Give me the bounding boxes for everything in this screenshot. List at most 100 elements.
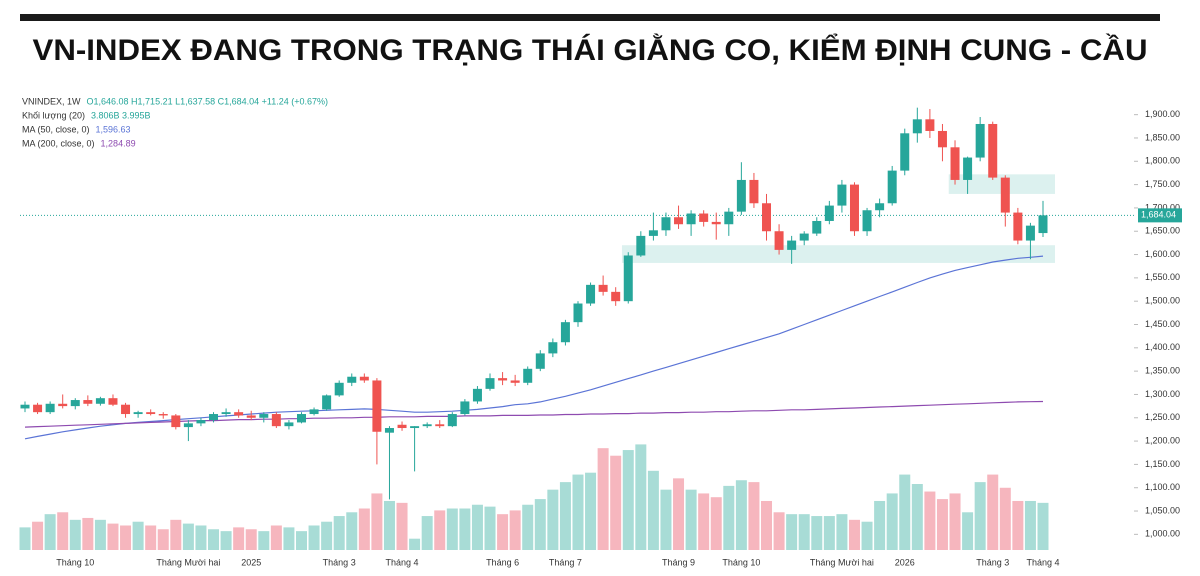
volume-bar (547, 489, 559, 550)
candle-body (523, 368, 533, 383)
candle-body (586, 284, 596, 304)
volume-bar (899, 474, 911, 550)
x-tick-label: 2025 (241, 557, 261, 567)
x-tick-label: Tháng 7 (549, 557, 582, 567)
candle-body (699, 213, 709, 222)
volume-bar (308, 525, 320, 550)
candle-body (950, 147, 960, 180)
legend-text: VNINDEX, 1W (22, 96, 81, 106)
volume-bar (585, 472, 597, 550)
candle-body (121, 404, 131, 415)
legend-text: MA (200, close, 0) (22, 138, 95, 148)
candle-body (1038, 215, 1048, 234)
volume-bar (69, 519, 81, 550)
volume-bar (321, 521, 333, 550)
volume-bar (208, 529, 220, 550)
legend-text: 1,596.63 (96, 124, 131, 134)
volume-bar (861, 521, 873, 550)
volume-bar (258, 531, 270, 550)
candle-body (749, 179, 759, 204)
top-rule (20, 14, 1160, 21)
candle-body (33, 404, 43, 413)
price-zone (621, 245, 1055, 263)
volume-bar (245, 529, 257, 550)
candle-body (925, 119, 935, 131)
candle-body (548, 342, 558, 354)
x-tick-label: Tháng 3 (323, 557, 356, 567)
volume-bar (534, 499, 546, 550)
candle-body (209, 414, 219, 421)
legend-text: 1,284.89 (101, 138, 136, 148)
candle-body (45, 403, 55, 413)
candle-body (196, 420, 206, 424)
candle-body (849, 184, 859, 232)
candle-body (937, 130, 947, 148)
volume-bar (434, 510, 446, 550)
volume-bar (660, 489, 672, 550)
candle-body (912, 119, 922, 134)
x-tick-label: Tháng Mười hai (810, 557, 874, 567)
candle-body (623, 255, 633, 302)
candle-body (221, 412, 231, 415)
volume-bar (748, 482, 760, 550)
volume-bar (1037, 502, 1049, 550)
x-tick-label: Tháng 4 (1026, 557, 1059, 567)
volume-bar (396, 502, 408, 550)
volume-bar (836, 514, 848, 550)
candle-body (510, 380, 520, 383)
volume-bar (497, 514, 509, 550)
volume-bar (647, 470, 659, 550)
candle-body (70, 400, 80, 407)
candle-body (83, 400, 93, 404)
candle-body (498, 378, 508, 381)
candle-body (711, 221, 721, 225)
candle-body (824, 205, 834, 221)
legend-text: 3.806B 3.995B (91, 110, 151, 120)
candle-body (573, 303, 583, 323)
y-tick-label: 1,200.00 (1145, 435, 1180, 445)
volume-bar (999, 487, 1011, 550)
candle-body (724, 211, 734, 225)
candle-body (1013, 212, 1023, 241)
volume-bar (57, 512, 69, 550)
candle-body (435, 424, 445, 427)
x-tick-label: Tháng 4 (386, 557, 419, 567)
candle-body (171, 415, 181, 428)
y-tick-label: 1,900.00 (1145, 109, 1180, 119)
y-tick-label: 1,850.00 (1145, 132, 1180, 142)
volume-bar (874, 500, 886, 550)
volume-bar (911, 484, 923, 550)
candle-body (975, 123, 985, 158)
candle-body (472, 388, 482, 402)
volume-bar (145, 525, 157, 550)
candle-body (95, 398, 105, 404)
volume-bar (421, 516, 433, 550)
volume-bar (19, 527, 31, 550)
volume-bar (1024, 500, 1036, 550)
x-tick-label: Tháng 10 (56, 557, 94, 567)
volume-bar (157, 529, 169, 550)
candle-body (535, 353, 545, 369)
candle-body (875, 203, 885, 211)
y-tick-label: 1,700.00 (1145, 202, 1180, 212)
candle-body (410, 426, 420, 429)
volume-bar (610, 455, 622, 550)
volume-bar (82, 517, 94, 550)
volume-bar (182, 523, 194, 550)
candle-body (246, 415, 256, 418)
x-tick-label: Tháng 3 (976, 557, 1009, 567)
candle-body (133, 412, 143, 415)
x-tick-label: 2026 (895, 557, 915, 567)
volume-bar (132, 521, 144, 550)
y-tick-label: 1,150.00 (1145, 459, 1180, 469)
chart-title: VN-INDEX ĐANG TRONG TRẠNG THÁI GIẰNG CO,… (33, 33, 1148, 67)
candle-body (322, 395, 332, 410)
y-tick-label: 1,650.00 (1145, 226, 1180, 236)
volume-bar (522, 504, 534, 550)
y-tick-label: 1,100.00 (1145, 482, 1180, 492)
candle-body (787, 240, 797, 250)
y-tick-label: 1,000.00 (1145, 529, 1180, 539)
volume-bar (786, 514, 798, 550)
